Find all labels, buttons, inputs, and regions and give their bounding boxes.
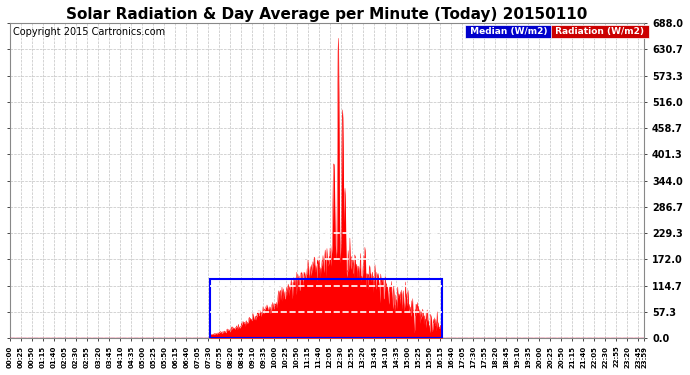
- Bar: [210, 279, 442, 338]
- Text: Radiation (W/m2): Radiation (W/m2): [553, 27, 647, 36]
- Text: Copyright 2015 Cartronics.com: Copyright 2015 Cartronics.com: [13, 27, 166, 37]
- Title: Solar Radiation & Day Average per Minute (Today) 20150110: Solar Radiation & Day Average per Minute…: [66, 7, 588, 22]
- Text: Median (W/m2): Median (W/m2): [466, 27, 551, 36]
